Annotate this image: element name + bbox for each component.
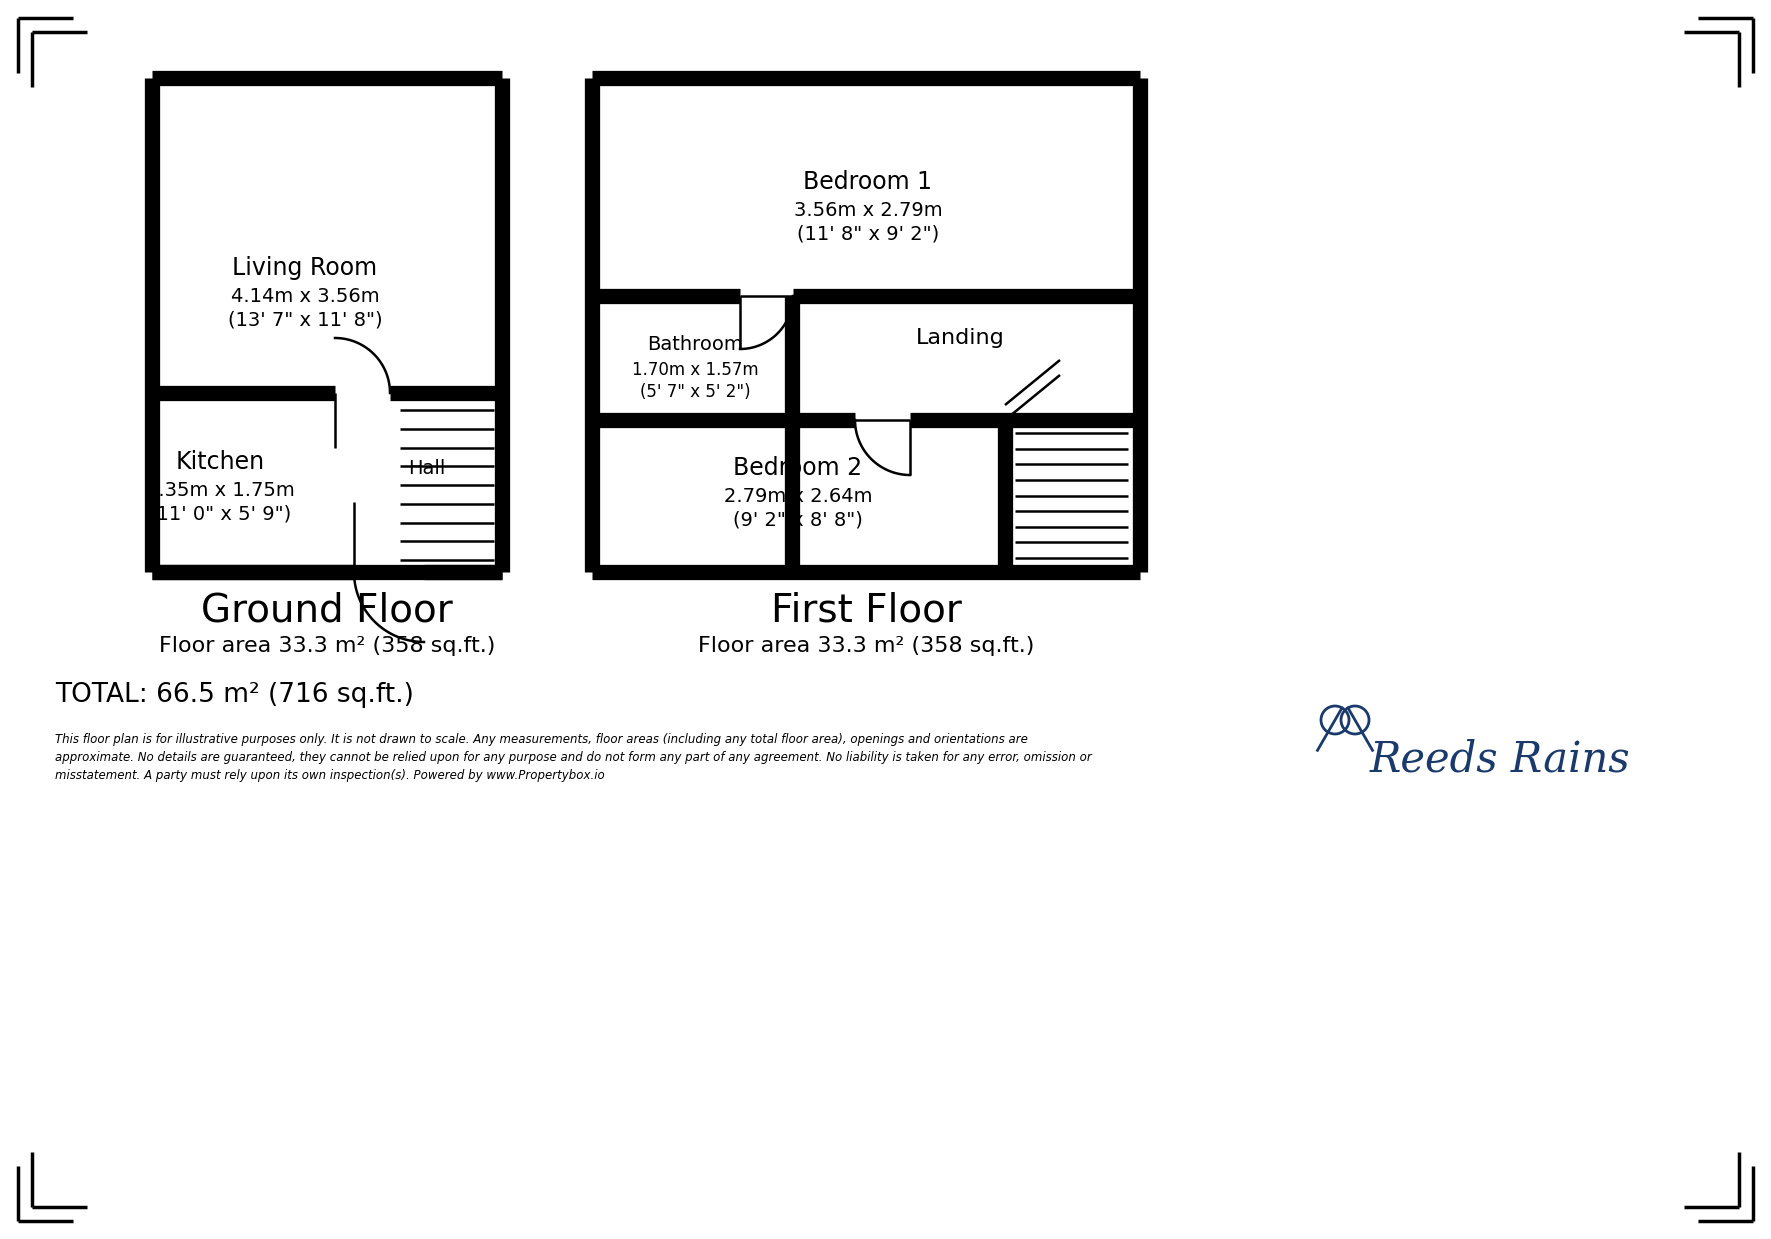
Text: (13' 7" x 11' 8"): (13' 7" x 11' 8") — [228, 311, 383, 330]
Text: Landing: Landing — [916, 328, 1004, 348]
Text: 3.35m x 1.75m: 3.35m x 1.75m — [145, 481, 294, 499]
Text: (11' 8" x 9' 2"): (11' 8" x 9' 2") — [797, 224, 939, 244]
Text: Bedroom 1: Bedroom 1 — [804, 170, 933, 195]
Text: Bedroom 2: Bedroom 2 — [733, 456, 862, 479]
Text: Living Room: Living Room — [232, 256, 377, 280]
Text: (9' 2" x 8' 8"): (9' 2" x 8' 8") — [733, 510, 862, 529]
Text: 3.56m x 2.79m: 3.56m x 2.79m — [793, 201, 942, 219]
Text: 2.79m x 2.64m: 2.79m x 2.64m — [724, 487, 873, 506]
Text: Ground Floor: Ground Floor — [202, 591, 453, 629]
Text: Floor area 33.3 m² (358 sq.ft.): Floor area 33.3 m² (358 sq.ft.) — [698, 636, 1034, 655]
Text: (11' 0" x 5' 9"): (11' 0" x 5' 9") — [149, 504, 290, 524]
Text: Bathroom: Bathroom — [646, 336, 742, 354]
Text: TOTAL: 66.5 m² (716 sq.ft.): TOTAL: 66.5 m² (716 sq.ft.) — [55, 681, 414, 707]
Text: 1.70m x 1.57m: 1.70m x 1.57m — [632, 361, 758, 379]
Text: This floor plan is for illustrative purposes only. It is not drawn to scale. Any: This floor plan is for illustrative purp… — [55, 733, 1027, 747]
Text: Floor area 33.3 m² (358 sq.ft.): Floor area 33.3 m² (358 sq.ft.) — [159, 636, 496, 655]
Text: misstatement. A party must rely upon its own inspection(s). Powered by www.Prope: misstatement. A party must rely upon its… — [55, 769, 604, 783]
Text: First Floor: First Floor — [770, 591, 962, 629]
Text: Kitchen: Kitchen — [175, 450, 264, 475]
Text: Reeds Rains: Reeds Rains — [1371, 738, 1631, 781]
Text: Hall: Hall — [409, 458, 446, 477]
Text: 4.14m x 3.56m: 4.14m x 3.56m — [230, 286, 379, 306]
Text: approximate. No details are guaranteed, they cannot be relied upon for any purpo: approximate. No details are guaranteed, … — [55, 752, 1091, 764]
Text: (5' 7" x 5' 2"): (5' 7" x 5' 2") — [639, 383, 751, 401]
